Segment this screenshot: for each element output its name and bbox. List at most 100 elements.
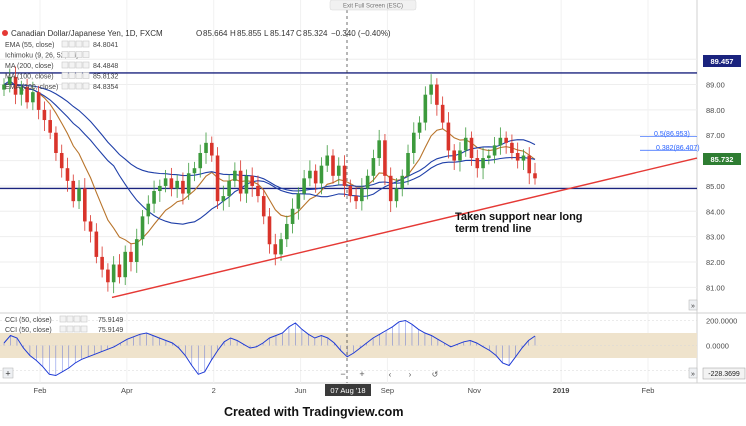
candle-body-67 (389, 176, 393, 201)
candle-body-53 (308, 171, 312, 179)
candle-body-78 (452, 150, 456, 160)
time-tick-6: 2019 (553, 386, 570, 395)
cci-value-tag: -228.3699 (703, 368, 745, 379)
time-tick-3: Jun (295, 386, 307, 395)
scroll-right-icon[interactable]: › (409, 370, 412, 379)
candle-body-14 (83, 188, 87, 221)
candle-body-74 (429, 85, 433, 95)
candle-body-48 (279, 239, 283, 254)
candle-body-55 (320, 166, 324, 184)
candle-body-10 (60, 153, 64, 168)
price-tag-hline-value: 89.457 (711, 57, 734, 66)
candle-body-47 (273, 244, 277, 254)
high-label: H (230, 29, 236, 38)
indicator-control-4-1 (69, 83, 75, 89)
indicator-control-3-3 (83, 73, 89, 79)
candle-body-21 (123, 252, 127, 277)
indicator-control-0-2 (76, 41, 82, 47)
indicator-value-2: 84.4848 (93, 63, 118, 70)
scroll-left-icon[interactable]: ‹ (389, 370, 392, 379)
candle-body-42 (245, 176, 249, 194)
candle-body-81 (470, 138, 474, 158)
time-tick-0: Feb (34, 386, 47, 395)
candle-body-29 (170, 178, 174, 188)
time-tick-1: Apr (121, 386, 133, 395)
candle-body-65 (377, 140, 381, 158)
indicator-control-2-0 (62, 62, 68, 68)
indicator-control-3-0 (62, 73, 68, 79)
time-tick-5: Nov (468, 386, 482, 395)
candle-body-24 (141, 216, 145, 239)
cci-indicator-control-0-3 (81, 316, 87, 322)
candle-body-88 (510, 143, 514, 153)
indicator-control-4-3 (83, 83, 89, 89)
annotation-line-2: term trend line (455, 223, 531, 235)
candle-body-26 (152, 191, 156, 204)
cci-indicator-control-0-2 (74, 316, 80, 322)
indicator-control-0-1 (69, 41, 75, 47)
price-tag-last: 85.732 (703, 153, 741, 165)
candle-body-64 (372, 158, 376, 176)
candle-body-70 (406, 153, 410, 176)
candle-body-28 (164, 178, 168, 186)
candle-body-69 (400, 176, 404, 189)
candle-body-30 (175, 181, 179, 189)
double-chevron-icon: » (691, 371, 695, 378)
open-value: 85.664 (203, 29, 228, 38)
candle-body-25 (146, 204, 150, 217)
indicator-control-0-0 (62, 41, 68, 47)
double-chevron-icon-2: » (691, 303, 695, 310)
candle-body-73 (424, 95, 428, 123)
indicator-control-2-2 (76, 62, 82, 68)
candle-body-79 (458, 150, 462, 160)
time-tick-4: Sep (381, 386, 394, 395)
time-tick-7: Feb (642, 386, 655, 395)
fib-label-0-5: 0.5(86.953) (654, 131, 690, 138)
zoom-out-icon[interactable]: − (340, 369, 345, 379)
time-tick-2: 2 (212, 386, 216, 395)
exit-fullscreen-label: Exit Full Screen (ESC) (343, 4, 403, 10)
candle-body-20 (118, 265, 122, 278)
candle-body-46 (268, 216, 272, 244)
candle-body-54 (314, 171, 318, 184)
candle-body-40 (233, 171, 237, 181)
candle-body-50 (291, 209, 295, 224)
candle-body-34 (198, 153, 202, 168)
cci-indicator-control-0-1 (67, 316, 73, 322)
cci-tick-1: 0.0000 (706, 342, 729, 351)
annotation-line-1: Taken support near long (455, 211, 583, 223)
crosshair-date-label: 07 Aug '18 (330, 386, 365, 395)
close-label: C (296, 29, 302, 38)
candle-body-38 (222, 196, 226, 201)
candle-body-5 (31, 92, 35, 102)
plus-icon: + (5, 369, 10, 379)
candle-body-84 (487, 156, 491, 159)
candle-body-16 (95, 232, 99, 257)
candle-body-23 (135, 239, 139, 262)
candle-body-41 (239, 171, 243, 194)
candle-body-7 (43, 110, 47, 120)
candle-body-13 (77, 188, 81, 201)
indicator-value-0: 84.8041 (93, 42, 118, 49)
candle-body-17 (100, 257, 104, 270)
cci-indicator-control-1-3 (81, 326, 87, 332)
candle-body-87 (504, 138, 508, 143)
indicator-control-4-0 (62, 83, 68, 89)
cci-value-tag-text: -228.3699 (708, 371, 740, 378)
candle-body-85 (493, 145, 497, 155)
zoom-in-icon[interactable]: + (359, 369, 364, 379)
cci-indicator-value-1: 75.9149 (98, 327, 123, 334)
price-axis[interactable]: 81.0082.0083.0084.0085.0086.0087.0088.00… (706, 55, 725, 292)
indicator-value-3: 85.8132 (93, 74, 118, 81)
cci-indicator-control-0-0 (60, 316, 66, 322)
candle-body-57 (331, 156, 335, 176)
price-tick-1: 82.00 (706, 258, 725, 267)
candle-body-77 (447, 123, 451, 151)
reset-icon[interactable]: ↺ (432, 370, 439, 379)
low-label: L (264, 29, 269, 38)
candle-body-33 (193, 168, 197, 173)
candle-body-27 (158, 186, 162, 191)
